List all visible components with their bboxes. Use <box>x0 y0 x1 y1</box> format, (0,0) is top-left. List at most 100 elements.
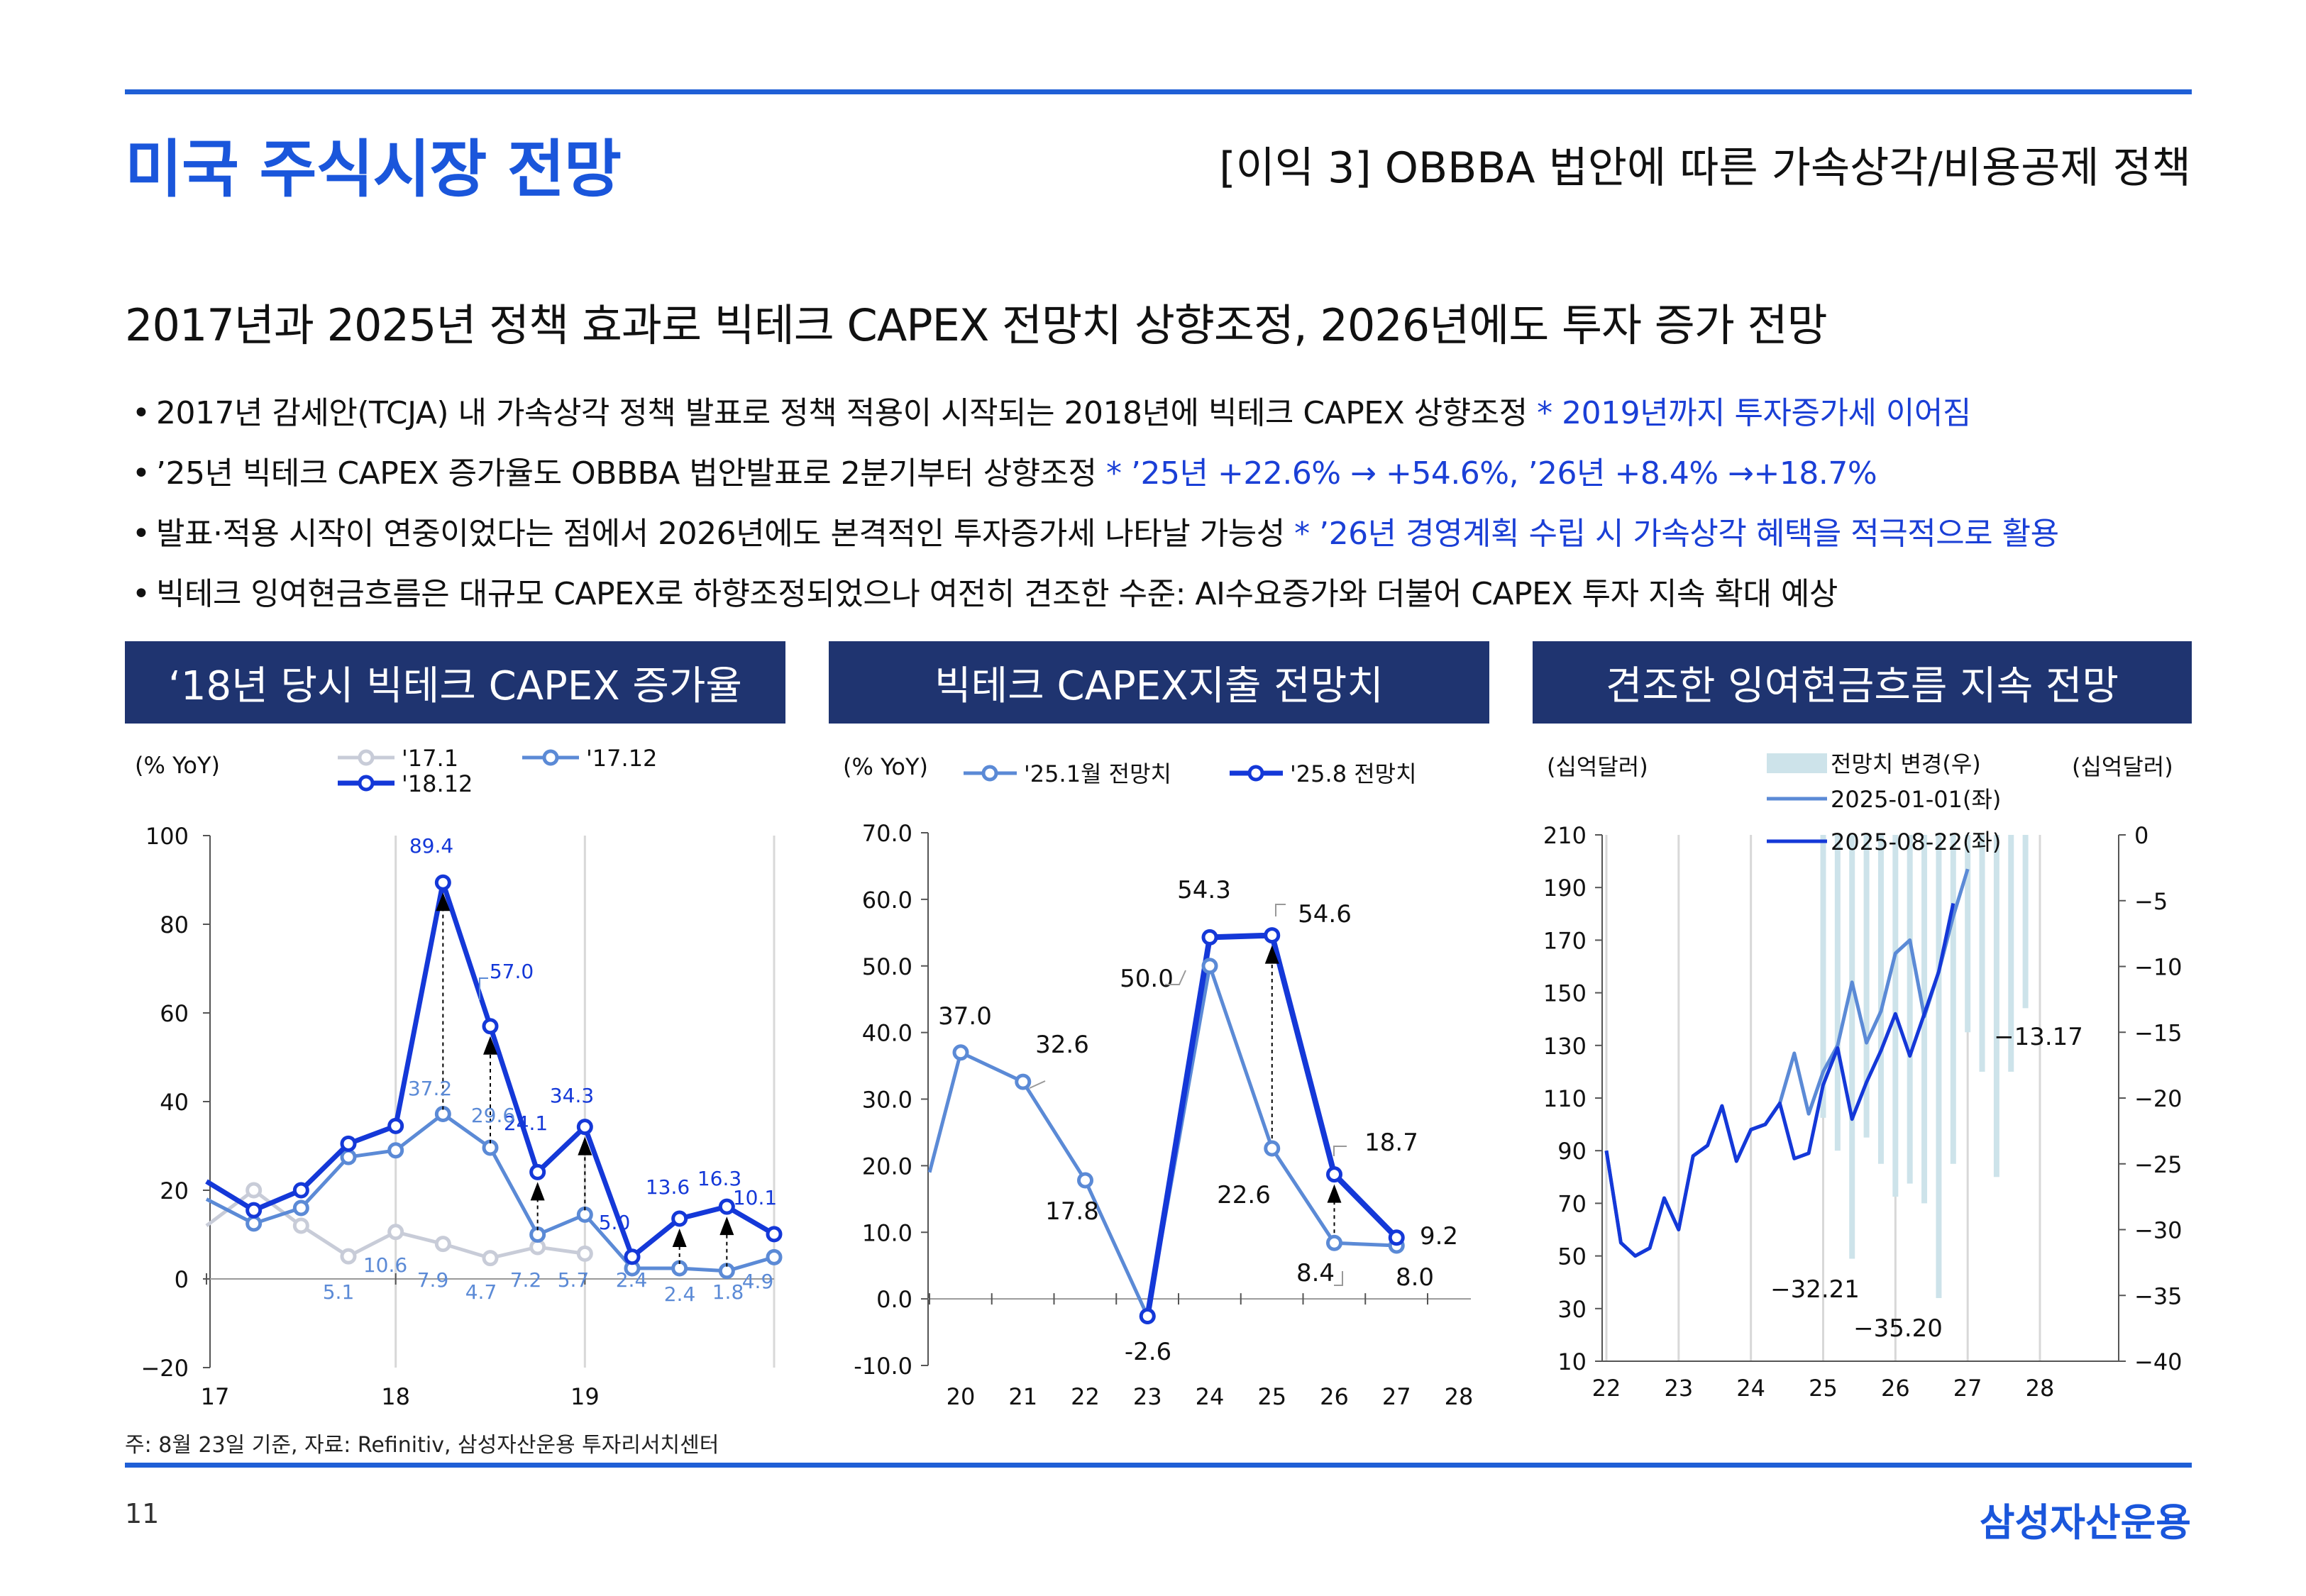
data-label: 4.9 <box>742 1270 774 1293</box>
label-leader <box>1029 1080 1046 1089</box>
bullet-item: • 빅테크 잉여현금흐름은 대규모 CAPEX로 하향조정되었으나 여전히 견조한… <box>132 576 1838 612</box>
panel-title-fcf: 견조한 잉여현금흐름 지속 전망 <box>1533 641 2192 724</box>
y-tick-label: 0.0 <box>876 1286 912 1313</box>
data-label: 5.0 <box>599 1211 631 1234</box>
data-label: 8.0 <box>1396 1263 1434 1292</box>
panel-title-capex-growth-2018: ‘18년 당시 빅테크 CAPEX 증가율 <box>125 641 785 724</box>
x-tick-label: 27 <box>1953 1375 1982 1402</box>
y-tick-label: 20.0 <box>862 1153 912 1180</box>
x-tick-label: 17 <box>201 1383 230 1410</box>
data-label: 16.3 <box>697 1167 741 1190</box>
revision-arrow-head <box>530 1182 545 1201</box>
y2-tick-label: −5 <box>2134 888 2168 915</box>
y-tick-label: 100 <box>145 823 189 850</box>
data-point <box>576 1119 593 1136</box>
data-point <box>482 1018 499 1035</box>
data-label: 4.7 <box>465 1280 497 1304</box>
data-label: 9.2 <box>1420 1222 1458 1251</box>
data-point <box>529 1163 546 1180</box>
y-tick-label: 60 <box>160 1000 189 1027</box>
data-point <box>1326 1166 1342 1183</box>
x-tick-label: 21 <box>1008 1383 1037 1410</box>
y-tick-label: 40.0 <box>862 1020 912 1047</box>
data-point <box>576 1245 593 1262</box>
y2-tick-label: −25 <box>2134 1151 2183 1178</box>
y2-tick-label: −40 <box>2134 1348 2183 1375</box>
data-label: 7.9 <box>417 1268 449 1292</box>
data-point <box>387 1117 404 1134</box>
bullet-item: • ’25년 빅테크 CAPEX 증가율도 OBBBA 법안발표로 2분기부터 상… <box>132 455 1877 492</box>
page-title: 미국 주식시장 전망 <box>125 133 622 206</box>
legend-label: '17.1 <box>402 745 458 772</box>
data-label: 50.0 <box>1120 965 1174 993</box>
bar <box>1877 835 1884 1164</box>
revision-arrow-head <box>1264 945 1279 964</box>
revision-arrow-head <box>672 1229 687 1247</box>
data-label: 24.1 <box>504 1112 548 1135</box>
data-label: −32.21 <box>1770 1275 1860 1304</box>
data-point <box>1388 1229 1405 1246</box>
bullet-text: 발표·적용 시작이 연중이었다는 점에서 2026년에도 본격적인 투자증가세 … <box>156 516 1285 552</box>
x-tick-label: 27 <box>1382 1383 1411 1410</box>
data-label: 89.4 <box>409 834 453 858</box>
legend-label: '25.1월 전망치 <box>1024 760 1171 787</box>
chart-capex-growth-2018: (% YoY) 100 80 60 40 20 0 −20 17 18 19 '17.1 '17.12 '… <box>135 745 783 1410</box>
data-label: 10.1 <box>733 1186 777 1209</box>
legend-marker <box>542 749 559 766</box>
bullet-note: * ’26년 경영계획 수립 시 가속상각 혜택을 적극적으로 활용 <box>1294 516 2059 552</box>
bullet-note: * 2019년까지 투자증가세 이어짐 <box>1537 395 1971 431</box>
x-tick-label: 22 <box>1592 1375 1621 1402</box>
data-point <box>1139 1308 1156 1325</box>
y-tick-label: 60.0 <box>862 887 912 914</box>
bar <box>2008 835 2014 1072</box>
data-label: 57.0 <box>490 960 534 983</box>
y-tick-label: 70.0 <box>862 820 912 847</box>
y2-tick-label: 0 <box>2134 822 2148 849</box>
y-tick-label: 70 <box>1557 1190 1587 1217</box>
bar <box>1907 835 1913 1184</box>
chart-capex-forecast: (% YoY) 70.0 60.0 50.0 40.0 30.0 20.0 10.0 0.0 -1… <box>843 753 1473 1410</box>
y-tick-label: 170 <box>1543 927 1587 954</box>
bullet-text: ’25년 빅테크 CAPEX 증가율도 OBBBA 법안발표로 2분기부터 상향… <box>156 455 1097 492</box>
bar <box>1993 835 1999 1177</box>
data-point <box>340 1148 357 1165</box>
page-number: 11 <box>125 1498 160 1529</box>
bullet-item: • 발표·적용 시작이 연중이었다는 점에서 2026년에도 본격적인 투자증가세… <box>132 516 2059 552</box>
data-point <box>766 1226 783 1243</box>
x-tick-label: 20 <box>947 1383 976 1410</box>
data-point <box>671 1210 688 1227</box>
data-point <box>246 1202 263 1219</box>
legend-marker <box>1247 765 1264 782</box>
bar <box>1950 835 1956 1164</box>
x-tick-label: 24 <box>1736 1375 1765 1402</box>
data-point <box>718 1198 735 1215</box>
label-leader <box>1333 1146 1347 1156</box>
data-label: 22.6 <box>1217 1181 1271 1209</box>
brand-logo-text: 삼성자산운용 <box>1979 1500 2191 1545</box>
y-tick-label: 30.0 <box>862 1087 912 1114</box>
y-axis-label: (% YoY) <box>843 753 928 780</box>
bar <box>2022 835 2029 1009</box>
data-label: 54.6 <box>1298 900 1352 929</box>
y-tick-label: 90 <box>1557 1138 1587 1165</box>
data-label: 7.2 <box>510 1268 542 1292</box>
revision-arrow-head <box>483 1036 497 1055</box>
bar <box>1965 835 1971 1033</box>
x-tick-label: 25 <box>1257 1383 1286 1410</box>
y-tick-label: −20 <box>140 1355 189 1382</box>
data-label: 2.4 <box>664 1282 696 1306</box>
footer-rule <box>125 1463 2192 1468</box>
y2-tick-label: −35 <box>2134 1282 2183 1309</box>
data-point <box>624 1248 641 1265</box>
data-point <box>387 1142 404 1159</box>
bullet-text: 2017년 감세안(TCJA) 내 가속상각 정책 발표로 정책 적용이 시작되… <box>156 395 1528 431</box>
x-tick-label: 22 <box>1071 1383 1100 1410</box>
legend-marker <box>358 775 375 792</box>
data-label: 13.6 <box>646 1175 690 1199</box>
legend-marker <box>981 765 998 782</box>
data-label: 18.7 <box>1364 1129 1418 1157</box>
x-tick-label: 24 <box>1196 1383 1225 1410</box>
headline: 2017년과 2025년 정책 효과로 빅테크 CAPEX 전망치 상향조정, … <box>125 299 1828 351</box>
data-point <box>340 1248 357 1265</box>
y-tick-label: 50.0 <box>862 953 912 980</box>
